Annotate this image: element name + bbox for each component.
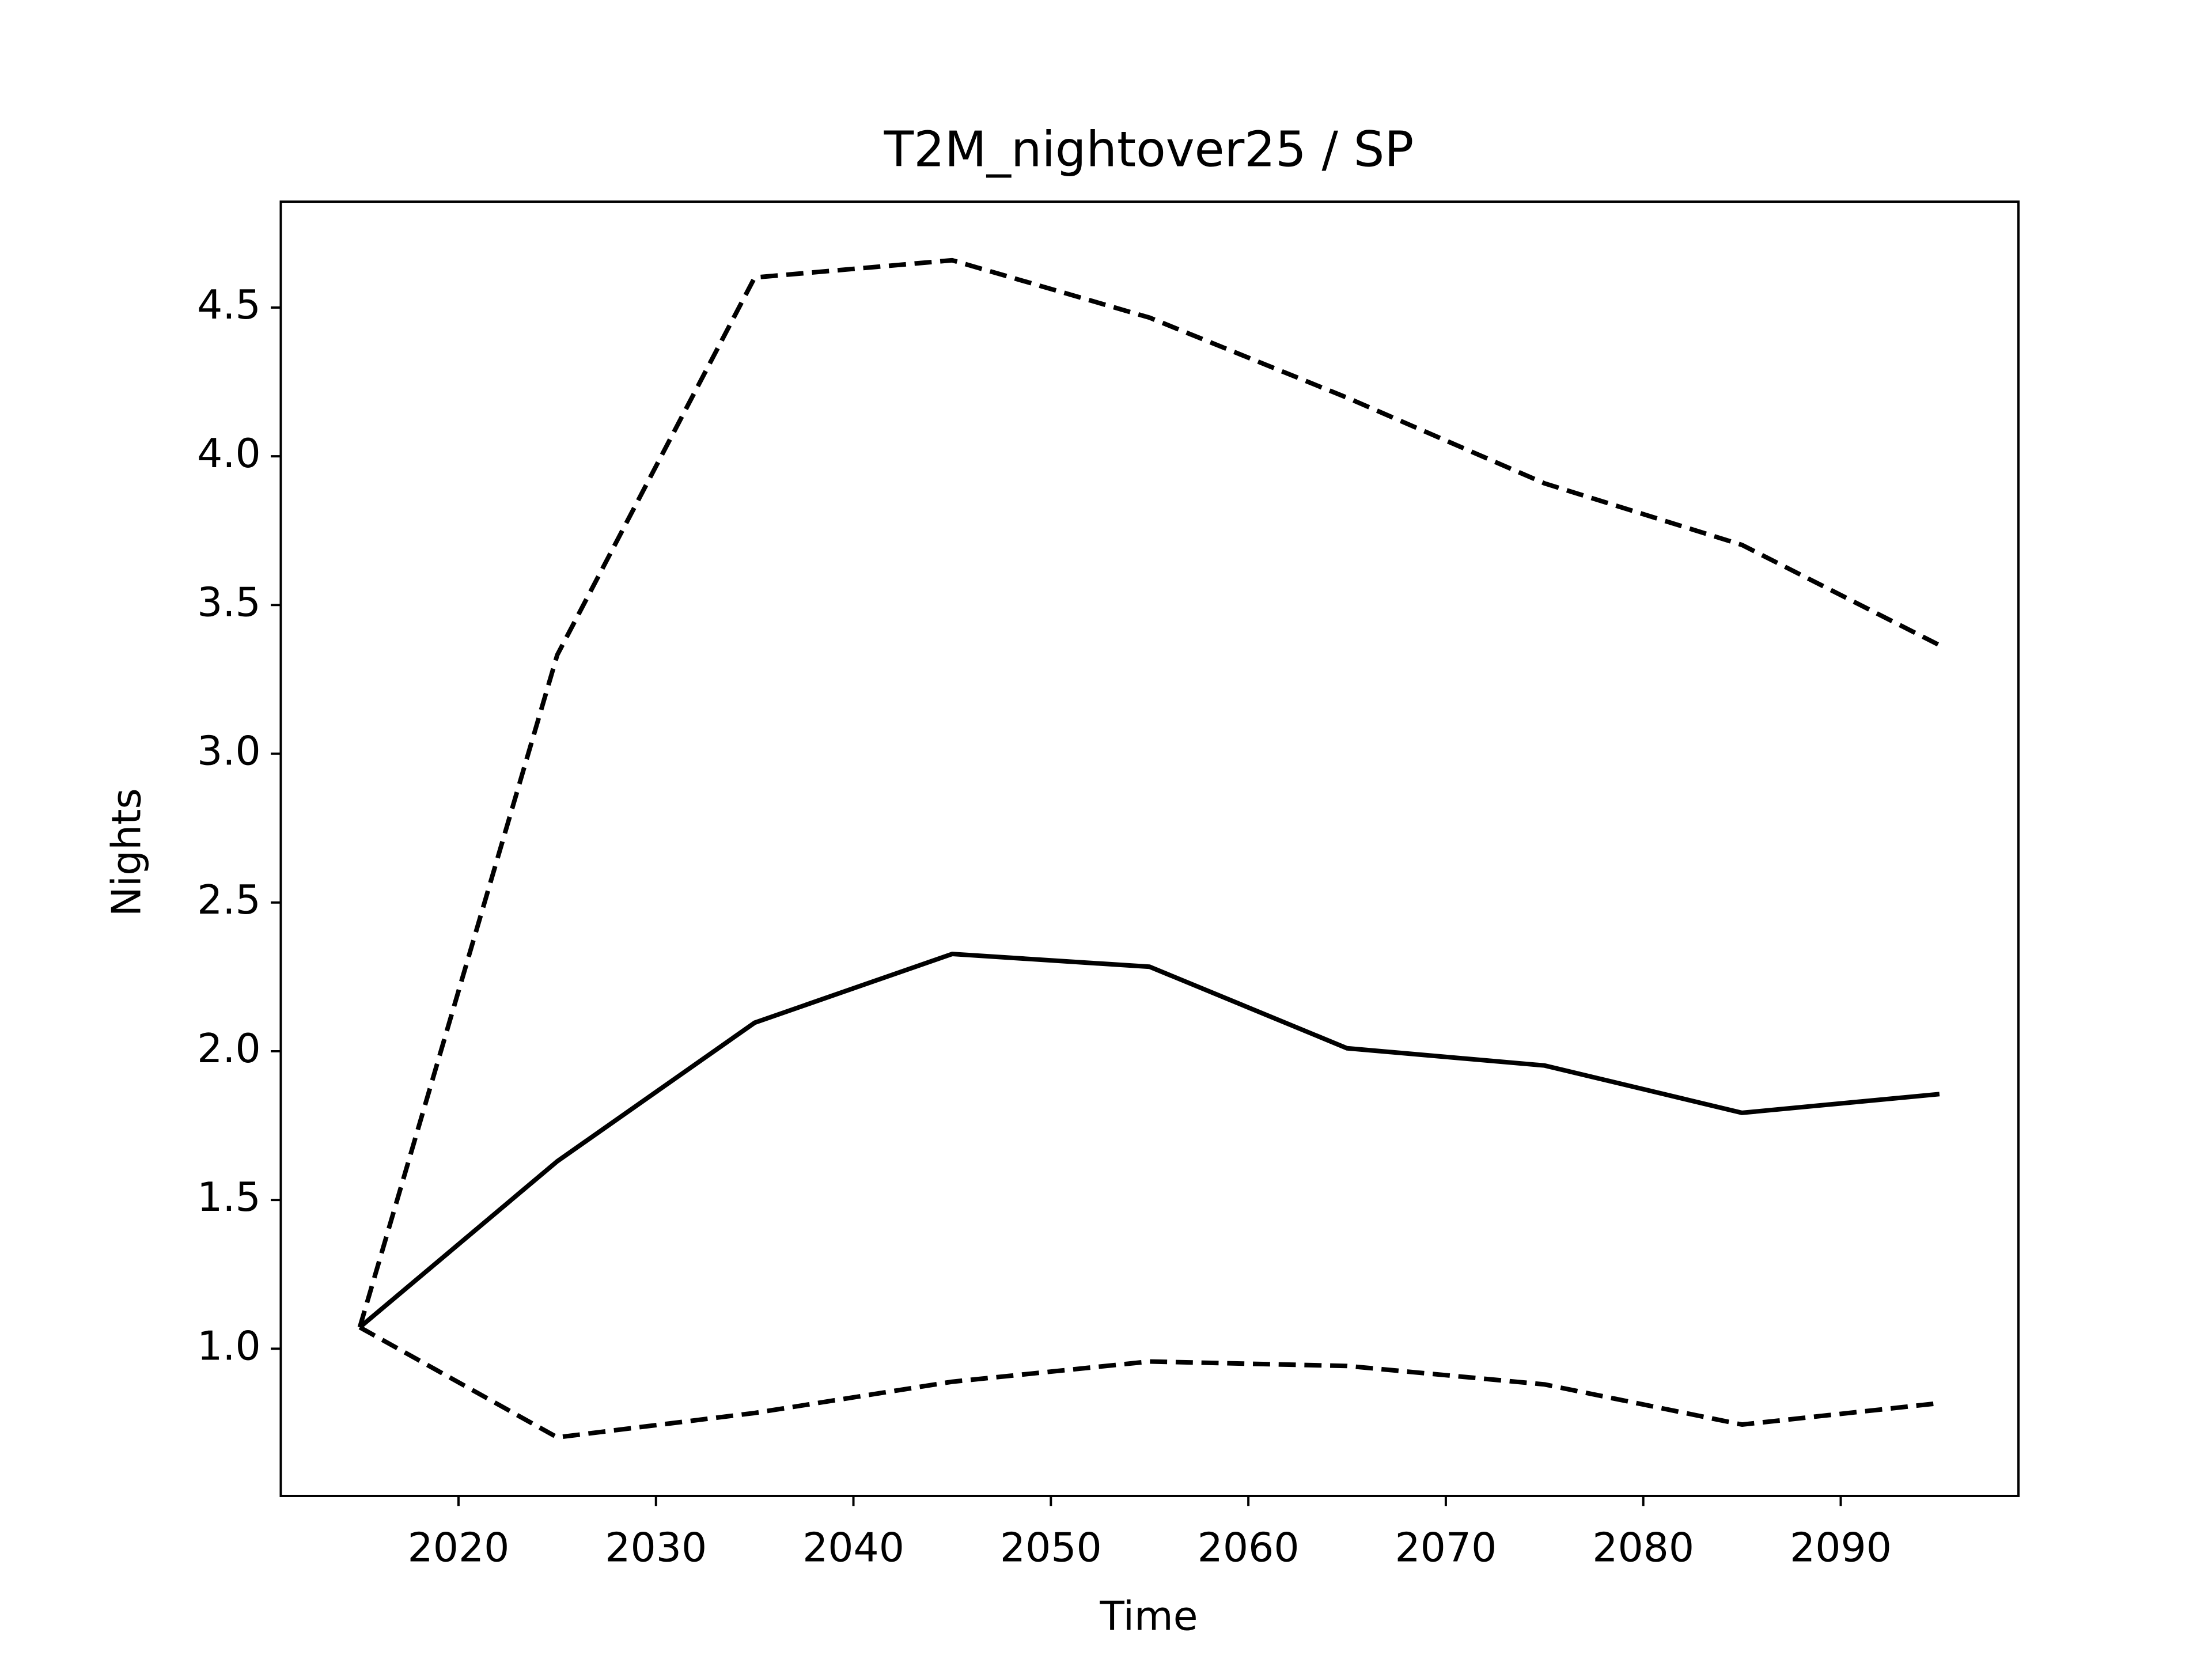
x-tick-label: 2070 bbox=[1395, 1524, 1497, 1571]
series-line bbox=[358, 1325, 1940, 1440]
y-tick-label: 1.5 bbox=[197, 1174, 261, 1221]
x-tick-label: 2020 bbox=[408, 1524, 510, 1571]
x-tick-label: 2090 bbox=[1790, 1524, 1892, 1571]
y-tick-label: 4.0 bbox=[197, 430, 261, 477]
y-tick-label: 2.0 bbox=[197, 1025, 261, 1072]
plot-frame bbox=[279, 200, 2020, 1497]
x-tick-label: 2030 bbox=[605, 1524, 707, 1571]
x-tick-label: 2060 bbox=[1198, 1524, 1300, 1571]
x-tick-label: 2050 bbox=[1000, 1524, 1102, 1571]
x-tick-label: 2080 bbox=[1592, 1524, 1694, 1571]
y-tick-label: 2.5 bbox=[197, 877, 261, 923]
y-axis-label: Nights bbox=[103, 788, 150, 916]
x-tick-label: 2040 bbox=[802, 1524, 904, 1571]
series-line bbox=[357, 257, 1941, 1328]
y-tick-label: 4.5 bbox=[197, 282, 261, 328]
y-tick-label: 1.0 bbox=[197, 1323, 261, 1369]
y-tick-label: 3.5 bbox=[197, 579, 261, 626]
chart-title: T2M_nightover25 / SP bbox=[884, 122, 1414, 178]
series-line bbox=[358, 952, 1940, 1330]
y-tick-label: 3.0 bbox=[197, 728, 261, 775]
x-axis-label: Time bbox=[1099, 1593, 1198, 1640]
